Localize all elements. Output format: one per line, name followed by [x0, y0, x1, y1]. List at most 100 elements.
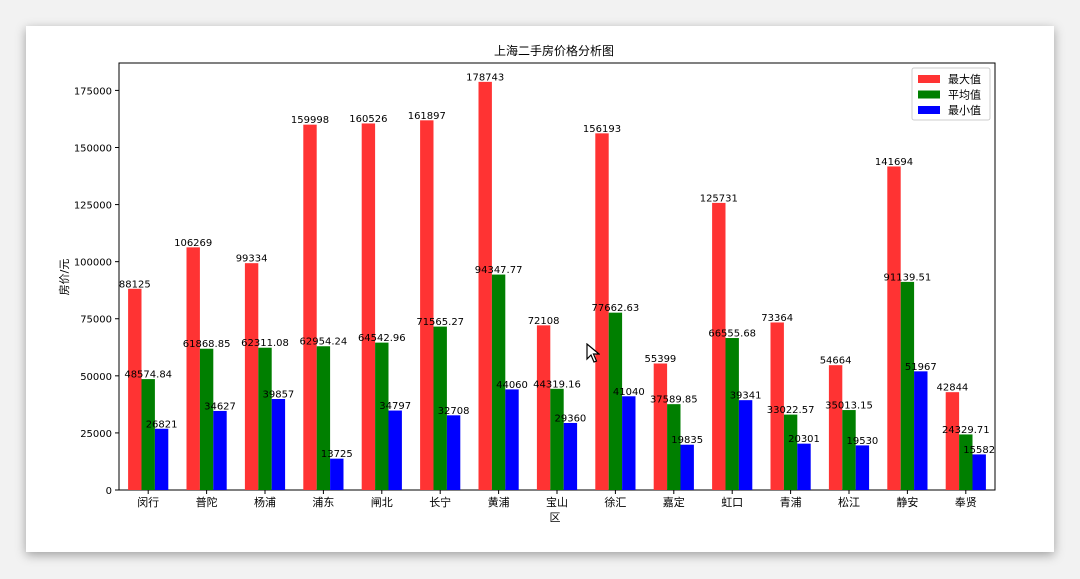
- bar-value-label: 13725: [321, 449, 353, 460]
- bar: [738, 400, 753, 490]
- bar: [330, 458, 344, 490]
- x-tick-label: 青浦: [780, 496, 802, 509]
- bar: [478, 81, 492, 490]
- x-tick-label: 奉贤: [955, 495, 977, 509]
- bar-value-label: 32708: [438, 406, 470, 417]
- bar-value-label: 34797: [379, 401, 411, 412]
- legend-label: 最小值: [948, 104, 981, 117]
- legend-swatch: [918, 106, 940, 114]
- legend-swatch: [918, 90, 940, 99]
- bar: [770, 322, 784, 490]
- bar: [842, 410, 856, 490]
- x-tick-label: 宝山: [546, 495, 568, 509]
- bar: [141, 379, 155, 490]
- y-tick-label: 50000: [80, 372, 112, 383]
- bar: [361, 123, 376, 490]
- bar: [375, 342, 389, 490]
- mouse-cursor-icon: [586, 343, 600, 363]
- bar: [945, 392, 960, 490]
- x-tick-label: 黄浦: [488, 495, 510, 509]
- bar: [667, 404, 681, 490]
- bar-value-label: 39341: [730, 391, 762, 402]
- x-tick-label: 徐汇: [604, 495, 626, 509]
- legend-label: 平均值: [948, 89, 981, 102]
- bar-value-label: 156193: [583, 124, 621, 135]
- bar-value-label: 19835: [671, 435, 703, 446]
- y-tick-label: 25000: [80, 429, 112, 440]
- chart-title: 上海二手房价格分析图: [494, 43, 614, 58]
- bar-value-label: 88125: [119, 279, 151, 290]
- bar-value-label: 161897: [408, 111, 446, 122]
- bar: [959, 434, 973, 490]
- bar: [128, 288, 142, 490]
- bar-value-label: 99334: [236, 254, 268, 265]
- bar: [536, 325, 551, 490]
- bar: [258, 347, 272, 490]
- bar-value-label: 20301: [788, 434, 820, 445]
- x-tick-label: 闵行: [137, 495, 159, 509]
- bar-value-label: 39857: [262, 389, 294, 400]
- bar: [186, 247, 200, 490]
- y-tick-label: 100000: [74, 258, 112, 269]
- bar: [199, 348, 214, 490]
- bar-value-label: 44319.16: [533, 379, 581, 390]
- bar: [303, 124, 317, 490]
- bar-value-label: 33022.57: [767, 405, 815, 416]
- bar: [446, 415, 461, 490]
- bar-value-label: 160526: [349, 114, 387, 125]
- bar: [887, 166, 901, 490]
- bar-value-label: 19530: [846, 436, 878, 447]
- bar: [388, 410, 402, 490]
- y-tick-label: 175000: [74, 86, 112, 97]
- bar-value-label: 24329.71: [942, 425, 990, 436]
- x-tick-label: 松江: [838, 495, 860, 509]
- bar-value-label: 125731: [700, 193, 738, 204]
- bar: [972, 454, 986, 490]
- x-tick-label: 嘉定: [663, 495, 685, 509]
- bar-value-label: 61868.85: [183, 339, 231, 350]
- x-tick-label: 长宁: [429, 495, 451, 509]
- bar-value-label: 26821: [146, 419, 178, 430]
- bar: [505, 389, 519, 490]
- bar: [653, 363, 668, 490]
- bar: [550, 388, 564, 490]
- bar: [154, 428, 169, 490]
- bar-value-label: 72108: [528, 316, 560, 327]
- bar-value-label: 34627: [204, 401, 236, 412]
- bar-value-label: 62954.24: [300, 337, 348, 348]
- bar-value-label: 106269: [174, 238, 212, 249]
- bar: [608, 312, 623, 490]
- bar: [797, 443, 811, 490]
- bar-value-label: 55399: [644, 354, 676, 365]
- y-tick-label: 150000: [74, 143, 112, 154]
- y-tick-label: 75000: [80, 315, 112, 326]
- bar-value-label: 29360: [554, 413, 586, 424]
- bar: [712, 202, 726, 490]
- x-tick-label: 静安: [896, 495, 918, 509]
- bar-value-label: 64542.96: [358, 333, 406, 344]
- bar-value-label: 178743: [466, 72, 504, 83]
- bar: [244, 263, 259, 490]
- legend-swatch: [918, 75, 940, 83]
- bar-value-label: 15582: [963, 445, 995, 456]
- bar: [900, 281, 915, 490]
- x-tick-label: 虹口: [721, 496, 743, 509]
- bar-value-label: 62311.08: [241, 338, 289, 349]
- bar: [725, 338, 739, 490]
- x-tick-label: 浦东: [312, 496, 334, 509]
- bar-value-label: 159998: [291, 115, 329, 126]
- bar-value-label: 35013.15: [825, 401, 873, 412]
- y-tick-label: 0: [106, 486, 112, 497]
- bar: [213, 410, 227, 490]
- bar: [914, 371, 928, 490]
- bar: [855, 445, 870, 490]
- bar-value-label: 77662.63: [592, 303, 640, 314]
- bar-value-label: 94347.77: [475, 265, 523, 276]
- bar: [433, 326, 447, 490]
- bar-value-label: 44060: [496, 380, 528, 391]
- bar-value-label: 41040: [613, 387, 645, 398]
- x-tick-label: 闸北: [371, 496, 393, 509]
- bar: [680, 444, 694, 490]
